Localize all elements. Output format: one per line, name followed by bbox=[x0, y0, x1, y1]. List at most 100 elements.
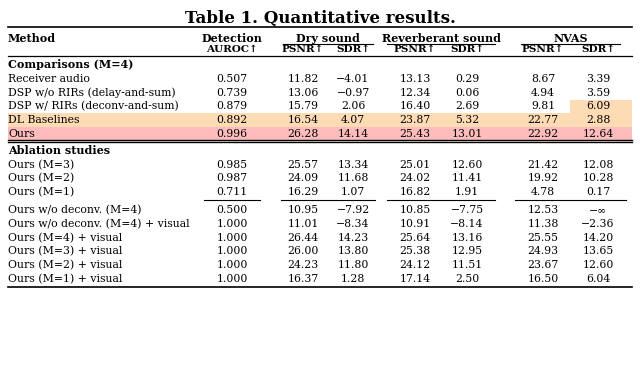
Text: 2.06: 2.06 bbox=[341, 101, 365, 111]
Text: 11.41: 11.41 bbox=[451, 173, 483, 183]
Text: 12.53: 12.53 bbox=[527, 205, 559, 215]
Text: 16.54: 16.54 bbox=[287, 115, 319, 125]
Text: Ours (M=3) + visual: Ours (M=3) + visual bbox=[8, 246, 122, 256]
Text: AUROC↑: AUROC↑ bbox=[206, 45, 258, 55]
Text: −7.92: −7.92 bbox=[337, 205, 370, 215]
Text: 6.09: 6.09 bbox=[586, 101, 610, 111]
Text: 22.92: 22.92 bbox=[527, 129, 559, 139]
Text: Reverberant sound: Reverberant sound bbox=[381, 32, 500, 44]
Text: 1.000: 1.000 bbox=[216, 219, 248, 229]
Text: 24.93: 24.93 bbox=[527, 246, 559, 256]
Text: 17.14: 17.14 bbox=[399, 274, 431, 284]
Text: Ours: Ours bbox=[8, 129, 35, 139]
Text: Ours (M=4) + visual: Ours (M=4) + visual bbox=[8, 233, 122, 243]
Bar bbox=[570, 99, 632, 114]
Text: 6.04: 6.04 bbox=[586, 274, 610, 284]
Text: Ours w/o deconv. (M=4) + visual: Ours w/o deconv. (M=4) + visual bbox=[8, 219, 189, 229]
Text: 0.06: 0.06 bbox=[455, 88, 479, 98]
Text: 11.51: 11.51 bbox=[451, 260, 483, 270]
Text: Ours (M=1) + visual: Ours (M=1) + visual bbox=[8, 274, 122, 284]
Text: −4.01: −4.01 bbox=[336, 74, 370, 84]
Text: 16.37: 16.37 bbox=[287, 274, 319, 284]
Text: Ours (M=3): Ours (M=3) bbox=[8, 159, 74, 170]
Text: 24.02: 24.02 bbox=[399, 173, 431, 183]
Text: 1.000: 1.000 bbox=[216, 233, 248, 243]
Text: 15.79: 15.79 bbox=[287, 101, 319, 111]
Text: 12.64: 12.64 bbox=[582, 129, 614, 139]
Text: PSNR↑: PSNR↑ bbox=[522, 45, 564, 55]
Text: 11.82: 11.82 bbox=[287, 74, 319, 84]
Text: Ours (M=1): Ours (M=1) bbox=[8, 187, 74, 198]
Text: SDR↑: SDR↑ bbox=[336, 45, 370, 55]
Text: 12.95: 12.95 bbox=[451, 246, 483, 256]
Text: 13.16: 13.16 bbox=[451, 233, 483, 243]
Text: −2.36: −2.36 bbox=[581, 219, 615, 229]
Text: Ours (M=2): Ours (M=2) bbox=[8, 173, 74, 184]
Bar bbox=[8, 127, 632, 141]
Text: DSP w/o RIRs (delay-and-sum): DSP w/o RIRs (delay-and-sum) bbox=[8, 87, 175, 98]
Text: 16.50: 16.50 bbox=[527, 274, 559, 284]
Text: 3.39: 3.39 bbox=[586, 74, 610, 84]
Text: 12.60: 12.60 bbox=[451, 160, 483, 170]
Text: SDR↑: SDR↑ bbox=[450, 45, 484, 55]
Text: Comparisons (M=4): Comparisons (M=4) bbox=[8, 60, 133, 70]
Text: 12.34: 12.34 bbox=[399, 88, 431, 98]
Text: 2.69: 2.69 bbox=[455, 101, 479, 111]
Text: 0.879: 0.879 bbox=[216, 101, 248, 111]
Text: 23.67: 23.67 bbox=[527, 260, 559, 270]
Text: 26.44: 26.44 bbox=[287, 233, 319, 243]
Text: 4.07: 4.07 bbox=[341, 115, 365, 125]
Text: 0.500: 0.500 bbox=[216, 205, 248, 215]
Text: Ours (M=2) + visual: Ours (M=2) + visual bbox=[8, 260, 122, 270]
Text: Ablation studies: Ablation studies bbox=[8, 145, 110, 156]
Text: 2.50: 2.50 bbox=[455, 274, 479, 284]
Text: 5.32: 5.32 bbox=[455, 115, 479, 125]
Text: 19.92: 19.92 bbox=[527, 173, 559, 183]
Text: 16.29: 16.29 bbox=[287, 187, 319, 197]
Text: 12.08: 12.08 bbox=[582, 160, 614, 170]
Text: 14.14: 14.14 bbox=[337, 129, 369, 139]
Text: 11.38: 11.38 bbox=[527, 219, 559, 229]
Text: 16.40: 16.40 bbox=[399, 101, 431, 111]
Text: −8.14: −8.14 bbox=[451, 219, 484, 229]
Text: −7.75: −7.75 bbox=[451, 205, 484, 215]
Text: 14.20: 14.20 bbox=[582, 233, 614, 243]
Text: 24.23: 24.23 bbox=[287, 260, 319, 270]
Text: 11.01: 11.01 bbox=[287, 219, 319, 229]
Text: 13.80: 13.80 bbox=[337, 246, 369, 256]
Text: 0.739: 0.739 bbox=[216, 88, 248, 98]
Text: 10.85: 10.85 bbox=[399, 205, 431, 215]
Text: 23.87: 23.87 bbox=[399, 115, 431, 125]
Text: 0.987: 0.987 bbox=[216, 173, 248, 183]
Text: PSNR↑: PSNR↑ bbox=[394, 45, 436, 55]
Text: 10.91: 10.91 bbox=[399, 219, 431, 229]
Text: −∞: −∞ bbox=[589, 205, 607, 215]
Text: 11.68: 11.68 bbox=[337, 173, 369, 183]
Text: 1.000: 1.000 bbox=[216, 260, 248, 270]
Text: 1.07: 1.07 bbox=[341, 187, 365, 197]
Bar bbox=[8, 113, 632, 127]
Text: 1.91: 1.91 bbox=[455, 187, 479, 197]
Text: 16.82: 16.82 bbox=[399, 187, 431, 197]
Text: 22.77: 22.77 bbox=[527, 115, 559, 125]
Text: 26.00: 26.00 bbox=[287, 246, 319, 256]
Text: 2.88: 2.88 bbox=[586, 115, 610, 125]
Text: Table 1. Quantitative results.: Table 1. Quantitative results. bbox=[184, 10, 456, 27]
Text: 0.29: 0.29 bbox=[455, 74, 479, 84]
Text: 1.000: 1.000 bbox=[216, 274, 248, 284]
Text: 13.06: 13.06 bbox=[287, 88, 319, 98]
Text: Dry sound: Dry sound bbox=[296, 32, 360, 44]
Text: 25.43: 25.43 bbox=[399, 129, 431, 139]
Text: 24.12: 24.12 bbox=[399, 260, 431, 270]
Text: 24.09: 24.09 bbox=[287, 173, 319, 183]
Text: 10.28: 10.28 bbox=[582, 173, 614, 183]
Text: 25.01: 25.01 bbox=[399, 160, 431, 170]
Text: 0.507: 0.507 bbox=[216, 74, 248, 84]
Text: NVAS: NVAS bbox=[553, 32, 588, 44]
Text: 0.711: 0.711 bbox=[216, 187, 248, 197]
Text: 26.28: 26.28 bbox=[287, 129, 319, 139]
Text: 3.59: 3.59 bbox=[586, 88, 610, 98]
Text: 21.42: 21.42 bbox=[527, 160, 559, 170]
Text: 25.57: 25.57 bbox=[287, 160, 319, 170]
Text: 1.28: 1.28 bbox=[341, 274, 365, 284]
